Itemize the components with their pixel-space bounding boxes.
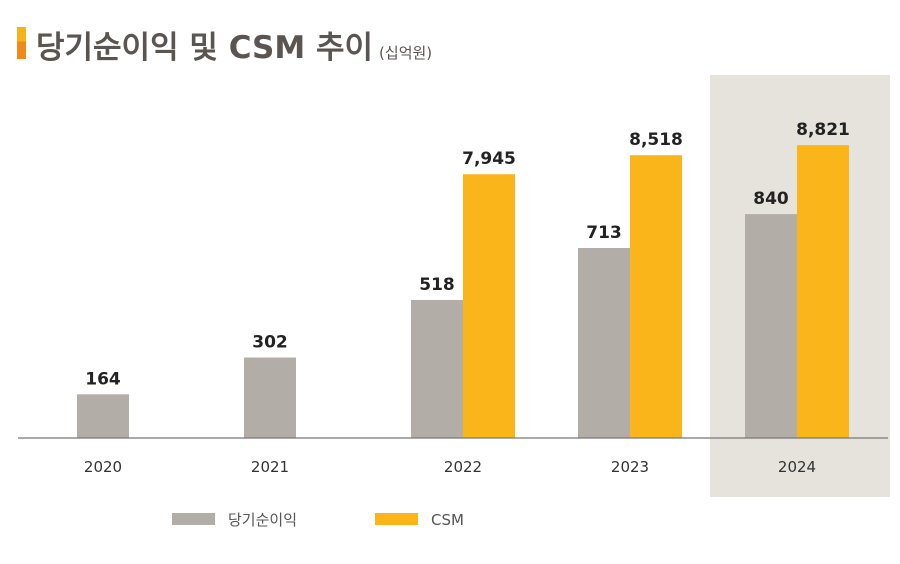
data-label-net-income-2024: 840 <box>753 189 789 209</box>
chart-title: 당기순이익 및 CSM 추이 (십억원) <box>36 22 432 67</box>
bar-csm-2024 <box>797 145 849 438</box>
x-tick-2021: 2021 <box>251 458 289 476</box>
bar-net-income-2021 <box>244 357 296 438</box>
chart-title-text: 당기순이익 및 CSM 추이 <box>36 30 374 66</box>
x-tick-2023: 2023 <box>611 458 649 476</box>
x-tick-2022: 2022 <box>444 458 482 476</box>
data-label-net-income-2020: 164 <box>85 369 121 389</box>
data-label-csm-2023: 8,518 <box>629 130 683 150</box>
bar-net-income-2020 <box>77 394 129 438</box>
data-label-csm-2022: 7,945 <box>462 149 516 169</box>
bar-net-income-2024 <box>745 214 797 438</box>
legend-swatch-csm <box>375 513 418 525</box>
bar-net-income-2022 <box>411 299 463 438</box>
legend-label-csm: CSM <box>431 511 464 529</box>
bar-csm-2023 <box>630 155 682 438</box>
data-label-net-income-2022: 518 <box>419 275 455 295</box>
legend-label-net-income: 당기순이익 <box>228 511 297 529</box>
data-label-csm-2024: 8,821 <box>796 120 850 140</box>
data-label-net-income-2021: 302 <box>252 333 288 353</box>
legend-swatch-net-income <box>172 513 215 525</box>
x-tick-2024: 2024 <box>778 458 816 476</box>
bar-net-income-2023 <box>578 247 630 438</box>
data-label-net-income-2023: 713 <box>586 223 622 243</box>
x-tick-2020: 2020 <box>84 458 122 476</box>
chart-unit: (십억원) <box>379 44 433 62</box>
bar-csm-2022 <box>463 174 515 438</box>
title-accent-bar <box>17 27 26 59</box>
